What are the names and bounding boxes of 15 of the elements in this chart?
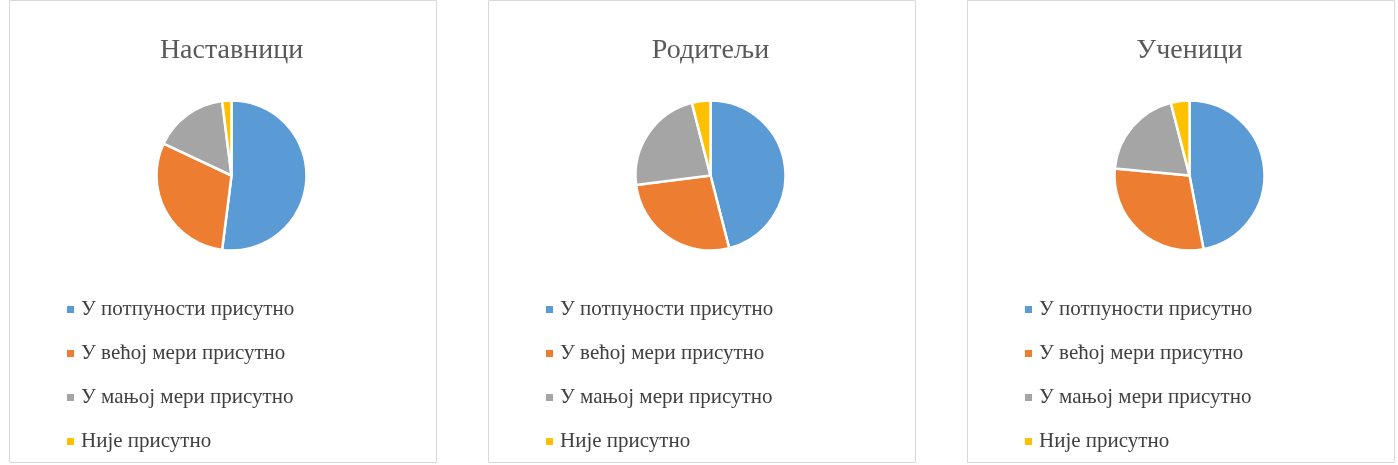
legend-label: У потпуности присутно	[81, 296, 295, 321]
legend-label: Није присутно	[560, 428, 691, 453]
legend-label: У већој мери присутно	[560, 340, 765, 365]
chart-title: Наставници	[159, 33, 304, 64]
chart-title: Родитељи	[651, 33, 770, 64]
legend-label: У већој мери присутно	[81, 340, 286, 365]
legend-label: У већој мери присутно	[1039, 340, 1244, 365]
legend-label: Није присутно	[81, 428, 212, 453]
legend-label: Није присутно	[1039, 428, 1170, 453]
legend-label: У мањој мери присутно	[1039, 384, 1252, 409]
legend-label: У мањој мери присутно	[81, 384, 294, 409]
legend-label: У потпуности присутно	[1039, 296, 1253, 321]
legend-label: У потпуности присутно	[560, 296, 774, 321]
chart-title: Ученици	[1136, 33, 1243, 64]
legend-label: У мањој мери присутно	[560, 384, 773, 409]
